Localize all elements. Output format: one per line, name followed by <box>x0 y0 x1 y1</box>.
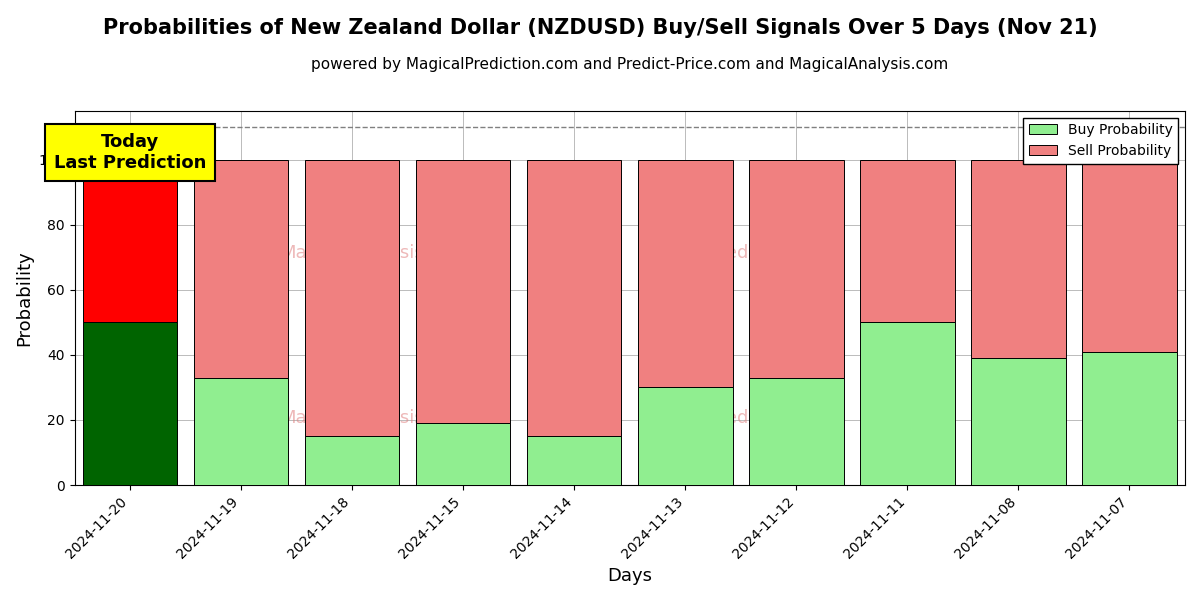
Text: Today
Last Prediction: Today Last Prediction <box>54 133 206 172</box>
Text: MagicalAnalysis.com: MagicalAnalysis.com <box>281 244 468 262</box>
Bar <box>194 377 288 485</box>
Bar <box>1082 352 1177 485</box>
Bar <box>416 160 510 423</box>
Bar <box>305 436 400 485</box>
Bar <box>527 160 622 436</box>
Legend: Buy Probability, Sell Probability: Buy Probability, Sell Probability <box>1024 118 1178 164</box>
Bar <box>305 160 400 436</box>
X-axis label: Days: Days <box>607 567 653 585</box>
Text: MagicalPrediction.com: MagicalPrediction.com <box>640 244 842 262</box>
Y-axis label: Probability: Probability <box>16 250 34 346</box>
Bar <box>638 388 732 485</box>
Text: Probabilities of New Zealand Dollar (NZDUSD) Buy/Sell Signals Over 5 Days (Nov 2: Probabilities of New Zealand Dollar (NZD… <box>103 18 1097 38</box>
Bar <box>194 160 288 377</box>
Bar <box>860 160 955 322</box>
Bar <box>416 423 510 485</box>
Bar <box>749 160 844 377</box>
Bar <box>83 322 178 485</box>
Text: MagicalPrediction.com: MagicalPrediction.com <box>640 409 842 427</box>
Bar <box>971 358 1066 485</box>
Bar <box>749 377 844 485</box>
Bar <box>971 160 1066 358</box>
Bar <box>83 160 178 322</box>
Bar <box>638 160 732 388</box>
Title: powered by MagicalPrediction.com and Predict-Price.com and MagicalAnalysis.com: powered by MagicalPrediction.com and Pre… <box>311 57 948 72</box>
Bar <box>860 322 955 485</box>
Bar <box>1082 160 1177 352</box>
Text: MagicalAnalysis.com: MagicalAnalysis.com <box>281 409 468 427</box>
Bar <box>527 436 622 485</box>
